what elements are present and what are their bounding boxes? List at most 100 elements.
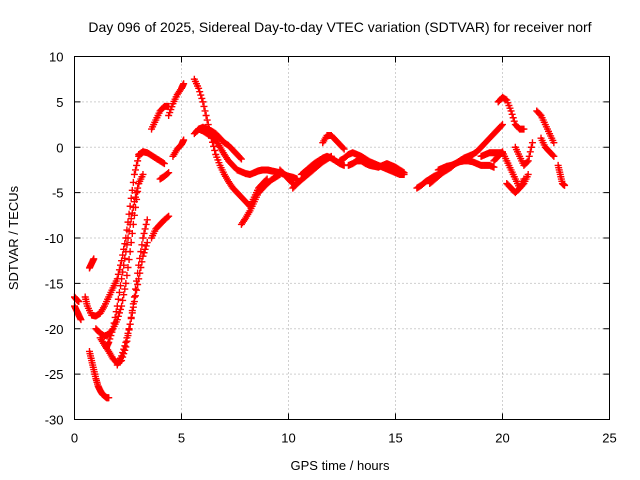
data-point-trace xyxy=(164,213,172,221)
data-point-trace xyxy=(119,296,127,304)
y-tick-label: 5 xyxy=(56,95,63,110)
data-point xyxy=(139,170,147,178)
data-point xyxy=(105,394,113,402)
data-point-trace xyxy=(125,227,133,235)
series-arc-04 xyxy=(85,255,98,272)
series-arc-02 xyxy=(71,293,83,306)
data-point-trace xyxy=(121,285,129,293)
series-arc-36 xyxy=(533,107,558,147)
data-point-trace xyxy=(119,268,127,276)
x-tick-label: 10 xyxy=(281,431,295,446)
series-arc-18 xyxy=(190,123,245,163)
data-point-trace xyxy=(141,225,149,233)
data-point xyxy=(126,202,134,210)
data-point xyxy=(203,116,211,124)
y-tick-label: -20 xyxy=(45,322,64,337)
data-point xyxy=(130,298,138,306)
data-point xyxy=(400,169,408,177)
x-tick-label: 0 xyxy=(71,431,78,446)
data-point xyxy=(118,352,126,360)
series-arc-24 xyxy=(319,131,348,153)
data-point-trace xyxy=(108,328,116,336)
plot-frame xyxy=(74,56,610,420)
data-point-trace xyxy=(288,178,296,186)
y-tick-label: -25 xyxy=(45,367,64,382)
data-point xyxy=(118,275,126,283)
data-point-trace xyxy=(523,158,531,166)
data-point-trace xyxy=(127,315,135,323)
data-point xyxy=(180,136,188,144)
series-arc-32 xyxy=(494,93,528,133)
data-point xyxy=(135,275,143,283)
data-point-trace xyxy=(133,161,141,169)
data-point-trace xyxy=(136,269,144,277)
data-point xyxy=(122,338,130,346)
series-arc-38 xyxy=(554,161,569,189)
data-point xyxy=(195,84,203,92)
data-point-trace xyxy=(124,263,132,271)
series-arc-01 xyxy=(71,302,85,324)
data-point-trace xyxy=(111,313,119,321)
data-point-trace xyxy=(128,309,136,317)
series-arc-26 xyxy=(344,157,408,177)
data-point-trace xyxy=(142,220,150,228)
data-point-trace xyxy=(114,312,122,320)
data-point-trace xyxy=(137,263,145,271)
data-point-trace xyxy=(115,288,123,296)
series-arc-37 xyxy=(537,134,558,160)
series-arc-12 xyxy=(156,169,173,183)
data-point-trace xyxy=(140,249,148,257)
data-point-trace xyxy=(510,117,518,125)
series-arc-34 xyxy=(503,175,528,197)
data-point-trace xyxy=(120,261,128,269)
data-point-trace xyxy=(110,319,118,327)
data-point-trace xyxy=(134,184,142,192)
data-point-trace xyxy=(525,152,533,160)
data-point xyxy=(199,98,207,106)
series-arc-14 xyxy=(165,80,188,119)
data-point-trace xyxy=(115,309,123,317)
series-arc-08 xyxy=(113,239,151,369)
data-point-trace xyxy=(107,332,115,340)
data-point-trace xyxy=(125,256,133,264)
series-arc-30 xyxy=(473,121,506,156)
data-point-trace xyxy=(202,111,210,119)
data-point-trace xyxy=(121,342,129,350)
data-point-trace xyxy=(198,94,206,102)
data-point-trace xyxy=(128,209,136,217)
y-tick-label: -5 xyxy=(52,186,64,201)
data-point-trace xyxy=(134,281,142,289)
data-point-trace xyxy=(141,245,149,253)
data-point-trace xyxy=(527,143,535,151)
data-point-trace xyxy=(131,292,139,300)
data-point-trace xyxy=(125,210,133,218)
data-point-trace xyxy=(129,203,137,211)
series-arc-23 xyxy=(297,152,348,178)
series-arc-35 xyxy=(511,139,536,169)
data-point-trace xyxy=(131,285,139,293)
data-point-trace xyxy=(117,282,125,290)
data-point xyxy=(126,320,134,328)
data-point xyxy=(520,175,528,183)
data-point-trace xyxy=(131,166,139,174)
y-axis-label: SDTVAR / TECUs xyxy=(6,185,21,290)
data-point xyxy=(122,279,130,287)
data-point xyxy=(143,216,151,224)
data-point-trace xyxy=(120,291,128,299)
data-point xyxy=(160,160,168,168)
data-point-trace xyxy=(114,295,122,303)
data-point-trace xyxy=(164,170,172,178)
data-point xyxy=(237,155,245,163)
data-point-trace xyxy=(197,91,205,99)
y-tick-label: 10 xyxy=(49,50,63,65)
data-point-trace xyxy=(509,114,517,122)
data-point-trace xyxy=(210,142,218,150)
data-point-trace xyxy=(117,305,125,313)
data-point xyxy=(143,239,151,247)
data-point-trace xyxy=(112,308,120,316)
data-point xyxy=(90,255,98,263)
data-point xyxy=(524,170,532,178)
series-arc-09 xyxy=(103,170,147,351)
data-point-trace xyxy=(196,88,204,96)
x-tick-label: 20 xyxy=(495,431,509,446)
